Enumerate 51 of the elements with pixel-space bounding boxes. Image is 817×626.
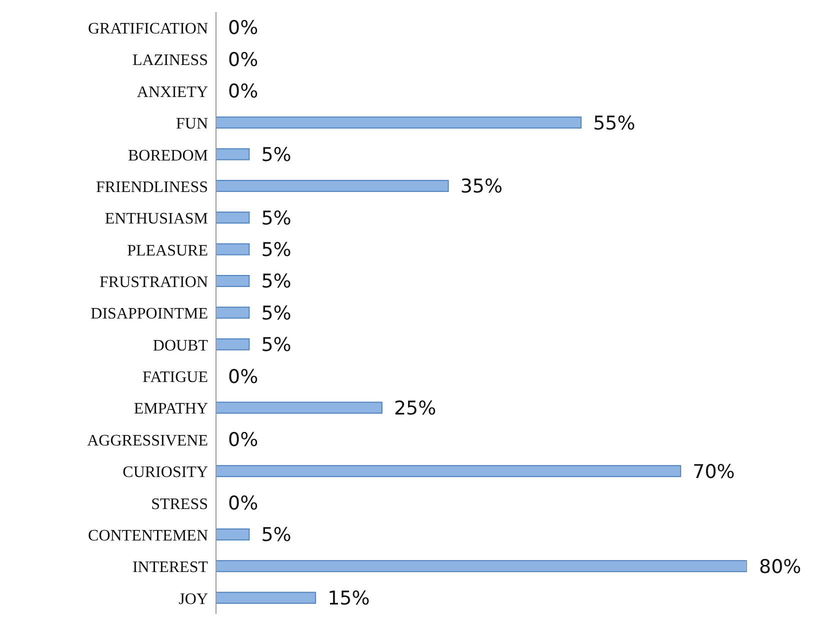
bar bbox=[216, 180, 449, 192]
data-label: 80% bbox=[759, 556, 802, 578]
y-tick-label: CONTENTEMEN bbox=[88, 527, 208, 544]
bar bbox=[216, 148, 250, 160]
y-tick-label: PLEASURE bbox=[127, 242, 208, 260]
bar bbox=[216, 528, 250, 540]
y-tick-label: FATIGUE bbox=[142, 369, 208, 386]
data-label: 0% bbox=[228, 492, 258, 515]
bar bbox=[216, 306, 250, 319]
data-label: 5% bbox=[261, 334, 292, 356]
y-tick-label: FRIENDLINESS bbox=[96, 178, 208, 196]
data-label: 0% bbox=[228, 80, 258, 103]
y-tick-label: AGGRESSIVENE bbox=[87, 432, 208, 450]
y-tick-label: DISAPPOINTME bbox=[90, 306, 208, 323]
y-tick-label: INTEREST bbox=[132, 559, 208, 576]
y-tick-label: STRESS bbox=[151, 496, 208, 513]
bar bbox=[216, 116, 582, 129]
data-label: 5% bbox=[261, 270, 292, 293]
data-label: 5% bbox=[261, 144, 292, 166]
bar bbox=[216, 560, 747, 572]
y-tick-label: ENTHUSIASM bbox=[104, 210, 208, 228]
y-tick-label: CURIOSITY bbox=[122, 464, 208, 482]
data-label: 0% bbox=[228, 366, 258, 388]
data-label: 0% bbox=[228, 48, 258, 71]
y-tick-label: FUN bbox=[176, 116, 208, 133]
bar bbox=[216, 338, 250, 350]
y-tick-label: GRATIFICATION bbox=[88, 20, 208, 38]
bar bbox=[216, 592, 316, 604]
data-label: 35% bbox=[460, 176, 503, 198]
y-tick-label: LAZINESS bbox=[132, 52, 208, 70]
data-label: 0% bbox=[228, 429, 258, 452]
bar bbox=[216, 243, 250, 256]
y-tick-label: DOUBT bbox=[152, 337, 208, 354]
data-label: 5% bbox=[261, 524, 292, 546]
bar bbox=[216, 465, 682, 478]
data-label: 0% bbox=[228, 17, 258, 40]
data-label: 55% bbox=[593, 112, 636, 134]
data-label: 15% bbox=[328, 588, 370, 610]
y-tick-label: EMPATHY bbox=[134, 400, 208, 418]
y-tick-label: JOY bbox=[178, 590, 208, 608]
bar bbox=[216, 274, 250, 287]
y-tick-label: ANXIETY bbox=[136, 84, 208, 101]
data-label: 5% bbox=[261, 207, 292, 230]
data-label: 25% bbox=[394, 397, 436, 420]
data-label: 5% bbox=[261, 302, 292, 324]
data-label: 5% bbox=[261, 239, 292, 262]
bar bbox=[216, 402, 382, 414]
data-label: 70% bbox=[692, 460, 735, 483]
y-tick-label: BOREDOM bbox=[128, 147, 208, 164]
y-tick-label: FRUSTRATION bbox=[100, 274, 208, 291]
bar bbox=[216, 212, 250, 224]
